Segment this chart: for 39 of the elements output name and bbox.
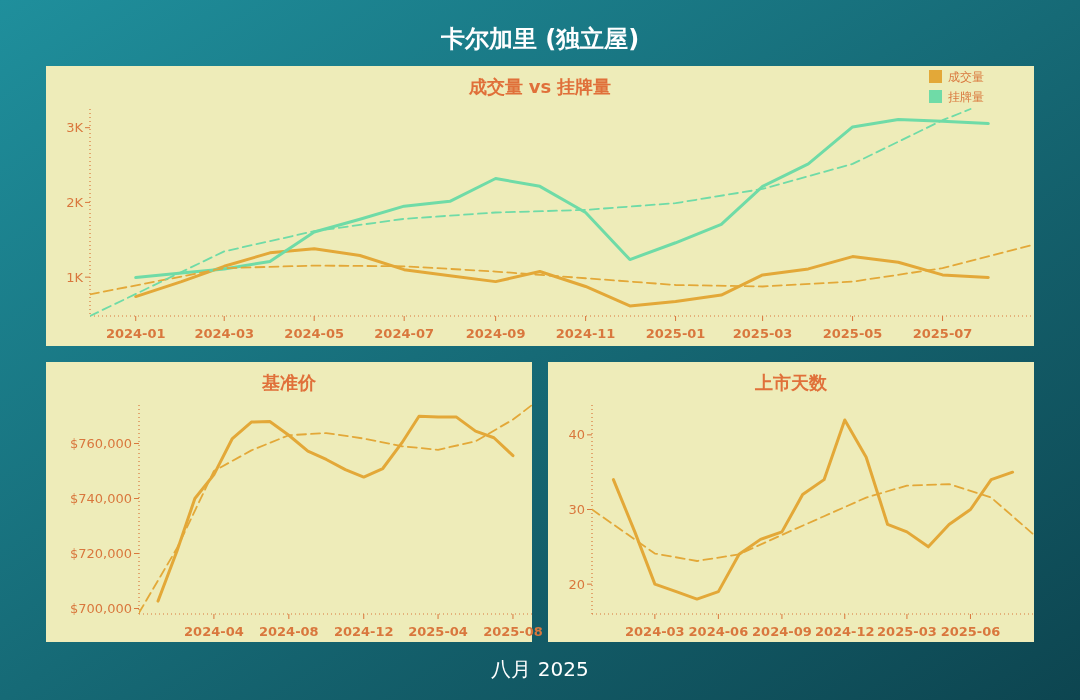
x-tick-label: 2024-09: [752, 624, 812, 639]
y-tick-label: 2K: [66, 194, 84, 210]
y-tick-label: $700,000: [69, 601, 132, 616]
x-tick-label: 2025-04: [408, 624, 468, 639]
y-tick-label: 30: [568, 502, 585, 517]
chart-title: 成交量 vs 挂牌量: [467, 76, 612, 97]
y-tick-label: 20: [568, 576, 585, 592]
x-tick-label: 2024-05: [284, 326, 345, 341]
y-tick-label: 40: [568, 427, 585, 443]
x-tick-label: 2024-09: [465, 326, 526, 341]
x-tick-label: 2024-11: [555, 326, 616, 341]
x-tick-label: 2024-03: [194, 326, 255, 341]
y-tick-label: 1K: [66, 269, 84, 285]
x-tick-label: 2025-03: [877, 624, 937, 639]
x-tick-label: 2024-01: [105, 326, 166, 341]
x-tick-label: 2024-07: [374, 326, 435, 341]
x-tick-label: 2024-03: [625, 624, 685, 639]
y-tick-label: 3K: [66, 120, 84, 136]
x-tick-label: 2025-07: [912, 326, 973, 341]
y-tick-label: $720,000: [69, 546, 132, 561]
y-tick-label: $760,000: [69, 436, 132, 451]
x-tick-label: 2025-01: [645, 326, 706, 341]
y-tick-label: $740,000: [69, 491, 132, 506]
x-tick-label: 2025-05: [822, 326, 883, 341]
line-series: [156, 414, 515, 603]
x-tick-label: 2025-06: [940, 624, 1001, 639]
legend-label: 挂牌量: [948, 90, 984, 104]
line-series: [139, 404, 532, 614]
legend-label: 成交量: [948, 70, 984, 84]
chart-title: 上市天数: [754, 372, 828, 393]
x-tick-label: 2025-03: [732, 326, 793, 341]
text: 卡尔加里 (独立屋): [439, 25, 640, 53]
x-tick-label: 2024-12: [333, 624, 394, 639]
chart-title: 基准价: [261, 372, 317, 393]
x-tick-label: 2024-06: [688, 624, 749, 639]
x-tick-label: 2024-04: [184, 624, 244, 639]
text: 八月 2025: [491, 657, 589, 681]
x-tick-label: 2024-12: [814, 624, 875, 639]
x-tick-label: 2024-08: [259, 624, 319, 639]
